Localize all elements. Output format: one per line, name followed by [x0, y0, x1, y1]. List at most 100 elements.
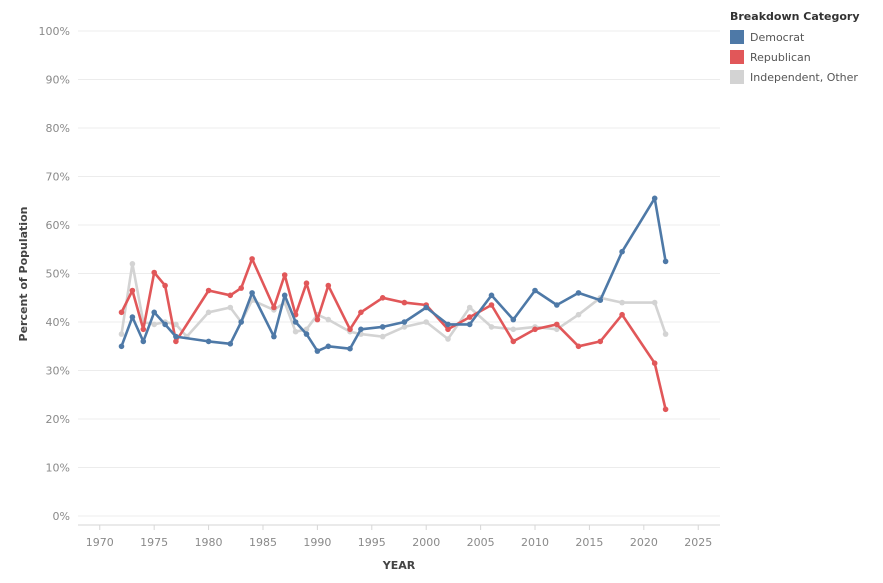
y-tick-label: 100% — [39, 25, 70, 38]
y-tick-label: 60% — [46, 219, 70, 232]
data-point-republican[interactable] — [597, 338, 604, 345]
data-point-democrat[interactable] — [303, 331, 310, 337]
data-point-democrat[interactable] — [597, 297, 604, 304]
data-point-democrat[interactable] — [488, 292, 495, 299]
data-point-independent-other[interactable] — [129, 261, 136, 267]
legend-item-republican[interactable]: Republican — [730, 47, 860, 67]
data-point-democrat[interactable] — [575, 290, 582, 296]
data-point-republican[interactable] — [129, 287, 136, 294]
data-point-independent-other[interactable] — [575, 311, 582, 318]
y-tick-label: 10% — [46, 462, 70, 475]
data-point-independent-other[interactable] — [619, 299, 625, 306]
legend-label-republican: Republican — [750, 50, 811, 64]
series-democrat — [118, 195, 669, 354]
x-tick-label: 2020 — [630, 536, 658, 549]
legend-swatch-independent-other — [730, 70, 744, 84]
data-point-republican[interactable] — [271, 304, 277, 311]
data-point-republican[interactable] — [488, 302, 495, 308]
data-point-democrat[interactable] — [347, 345, 353, 352]
x-tick-label: 1975 — [140, 536, 168, 549]
data-point-democrat[interactable] — [118, 343, 125, 350]
data-point-democrat[interactable] — [510, 316, 517, 323]
data-point-democrat[interactable] — [281, 292, 288, 299]
data-point-republican[interactable] — [532, 326, 538, 333]
data-point-independent-other[interactable] — [227, 304, 234, 311]
data-point-republican[interactable] — [445, 326, 451, 333]
data-point-republican[interactable] — [401, 299, 408, 306]
legend-item-democrat[interactable]: Democrat — [730, 27, 860, 47]
data-point-republican[interactable] — [140, 326, 147, 333]
data-point-independent-other[interactable] — [205, 309, 212, 316]
data-point-independent-other[interactable] — [173, 321, 179, 328]
y-tick-label: 50% — [46, 268, 70, 281]
data-point-democrat[interactable] — [162, 321, 168, 328]
data-point-democrat[interactable] — [314, 348, 321, 354]
legend-item-independent-other[interactable]: Independent, Other — [730, 67, 860, 87]
data-point-democrat[interactable] — [423, 304, 430, 311]
data-point-democrat[interactable] — [227, 341, 234, 347]
data-point-democrat[interactable] — [379, 324, 386, 330]
data-point-republican[interactable] — [651, 360, 658, 367]
data-point-republican[interactable] — [510, 338, 517, 345]
data-point-independent-other[interactable] — [466, 304, 473, 311]
data-point-independent-other[interactable] — [510, 326, 517, 333]
data-point-democrat[interactable] — [662, 258, 669, 265]
data-point-democrat[interactable] — [249, 290, 255, 296]
data-point-republican[interactable] — [238, 285, 244, 291]
data-point-democrat[interactable] — [140, 338, 147, 345]
data-point-independent-other[interactable] — [651, 299, 658, 306]
data-point-republican[interactable] — [619, 311, 625, 318]
series-republican — [118, 256, 669, 413]
data-point-democrat[interactable] — [532, 287, 538, 294]
data-point-republican[interactable] — [227, 292, 234, 299]
data-point-independent-other[interactable] — [554, 326, 560, 333]
data-point-democrat[interactable] — [271, 333, 277, 340]
data-point-republican[interactable] — [151, 269, 157, 276]
data-point-democrat[interactable] — [445, 321, 451, 328]
data-point-democrat[interactable] — [292, 319, 299, 325]
data-point-independent-other[interactable] — [662, 331, 669, 337]
data-point-republican[interactable] — [358, 309, 364, 316]
data-point-democrat[interactable] — [325, 343, 332, 350]
data-point-republican[interactable] — [162, 282, 168, 289]
data-point-democrat[interactable] — [173, 333, 179, 340]
data-point-republican[interactable] — [379, 295, 386, 301]
data-point-democrat[interactable] — [151, 309, 157, 316]
data-point-independent-other[interactable] — [325, 316, 332, 323]
data-point-independent-other[interactable] — [118, 331, 125, 337]
x-axis-title: YEAR — [382, 559, 416, 572]
data-point-independent-other[interactable] — [151, 321, 157, 328]
data-point-republican[interactable] — [466, 314, 473, 320]
data-point-republican[interactable] — [325, 282, 332, 289]
data-point-republican[interactable] — [554, 321, 560, 328]
data-point-democrat[interactable] — [238, 319, 244, 325]
data-point-democrat[interactable] — [358, 326, 364, 333]
data-point-democrat[interactable] — [205, 338, 212, 345]
data-point-democrat[interactable] — [401, 319, 408, 325]
data-point-republican[interactable] — [249, 256, 255, 262]
data-point-democrat[interactable] — [129, 314, 136, 320]
data-point-democrat[interactable] — [651, 195, 658, 202]
y-tick-label: 80% — [46, 122, 70, 135]
data-point-republican[interactable] — [303, 280, 310, 287]
data-point-independent-other[interactable] — [423, 319, 430, 325]
data-point-republican[interactable] — [205, 287, 212, 294]
data-point-republican[interactable] — [173, 338, 179, 345]
data-point-independent-other[interactable] — [292, 328, 299, 335]
legend-swatch-republican — [730, 50, 744, 64]
data-point-democrat[interactable] — [466, 321, 473, 328]
data-point-democrat[interactable] — [619, 248, 625, 255]
data-point-independent-other[interactable] — [488, 324, 495, 330]
data-point-republican[interactable] — [347, 326, 353, 333]
data-point-republican[interactable] — [118, 309, 125, 316]
data-point-independent-other[interactable] — [379, 333, 386, 340]
data-point-independent-other[interactable] — [401, 324, 408, 330]
series-layer — [118, 195, 669, 413]
data-point-republican[interactable] — [314, 316, 321, 323]
data-point-independent-other[interactable] — [445, 336, 451, 342]
data-point-republican[interactable] — [281, 272, 288, 278]
legend: Breakdown Category Democrat Republican I… — [730, 10, 860, 87]
data-point-republican[interactable] — [575, 343, 582, 350]
data-point-republican[interactable] — [662, 406, 669, 413]
data-point-democrat[interactable] — [554, 302, 560, 308]
